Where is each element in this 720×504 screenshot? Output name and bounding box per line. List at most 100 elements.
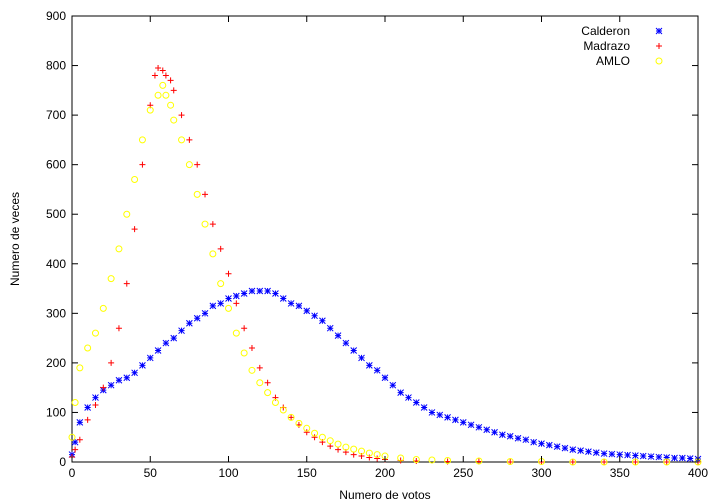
data-point [170,116,178,124]
data-point [569,459,576,465]
data-point [639,452,647,460]
data-point [303,307,311,315]
data-point [663,458,671,466]
data-point [397,454,405,462]
data-point [506,432,514,440]
data-point [553,443,561,450]
data-point [154,347,162,354]
data-point [475,458,482,465]
data-point [115,325,122,332]
y-tick-label: 700 [46,108,66,122]
data-point [569,446,577,453]
data-point [585,448,592,455]
y-axis-title: Numero de veces [8,192,22,286]
y-tick-label: 500 [46,207,66,221]
data-point [146,354,154,362]
data-point [373,366,381,374]
data-point [350,347,358,354]
data-point [326,324,334,332]
data-point [326,437,334,445]
data-point [624,451,631,459]
data-point [514,434,522,442]
data-point [655,453,663,461]
data-point [600,458,608,466]
legend-label: Calderon [581,24,630,38]
data-point [412,399,420,406]
data-point [334,440,342,448]
data-point [225,304,232,312]
data-point [256,287,264,295]
data-point [123,280,130,287]
data-point [131,369,138,377]
data-point [162,72,169,79]
data-point [201,309,209,317]
data-point [162,91,170,99]
data-point [167,77,174,84]
data-point [381,374,389,382]
data-point [475,423,483,431]
data-point [84,404,92,411]
legend-marker [655,27,663,35]
data-point [373,451,381,459]
x-tick-label: 150 [297,466,317,480]
y-tick-label: 200 [46,356,66,370]
data-point [233,300,240,307]
data-point [342,443,350,451]
data-point [671,454,678,462]
data-point [123,374,131,382]
data-point [405,394,412,401]
data-point [647,453,655,460]
x-tick-label: 250 [453,466,473,480]
data-point [248,366,256,374]
data-point [264,379,271,386]
data-point [663,454,671,461]
data-point [178,136,186,144]
data-point [92,394,99,401]
series-amlo [68,81,702,466]
data-point [256,379,264,387]
legend-label: AMLO [596,54,630,68]
data-point [256,364,263,371]
data-point [601,459,608,465]
data-point [319,317,326,325]
legend-marker [656,43,662,49]
data-point [72,446,79,453]
data-point [193,314,201,322]
data-point [428,456,436,464]
data-point [139,362,146,369]
data-point [545,441,553,449]
data-point [608,450,616,458]
data-point [530,438,538,446]
data-point [209,302,217,310]
data-point [632,459,639,465]
data-point [577,447,584,454]
data-point [232,292,240,300]
series-madrazo [69,65,701,465]
data-point [365,362,373,369]
data-point [115,245,123,253]
y-tick-label: 300 [46,306,66,320]
data-point [318,433,326,441]
data-point [240,290,248,297]
data-point [366,454,373,461]
data-point [185,161,193,169]
data-point [279,295,287,302]
data-point [397,389,405,396]
data-point [162,339,170,347]
x-axis-title: Numero de votos [339,488,430,502]
data-point [217,245,224,252]
data-point [76,364,84,372]
data-point [663,459,670,465]
x-tick-label: 100 [218,466,238,480]
data-point [459,419,467,426]
data-point [193,190,201,198]
data-point [428,409,436,416]
x-axis-ticks: 0 50 100 150 200 250 300 350 400 [69,16,708,480]
data-point [240,349,248,357]
data-point [107,381,115,389]
data-point [139,161,146,168]
data-point [264,389,272,397]
data-point [248,345,255,352]
